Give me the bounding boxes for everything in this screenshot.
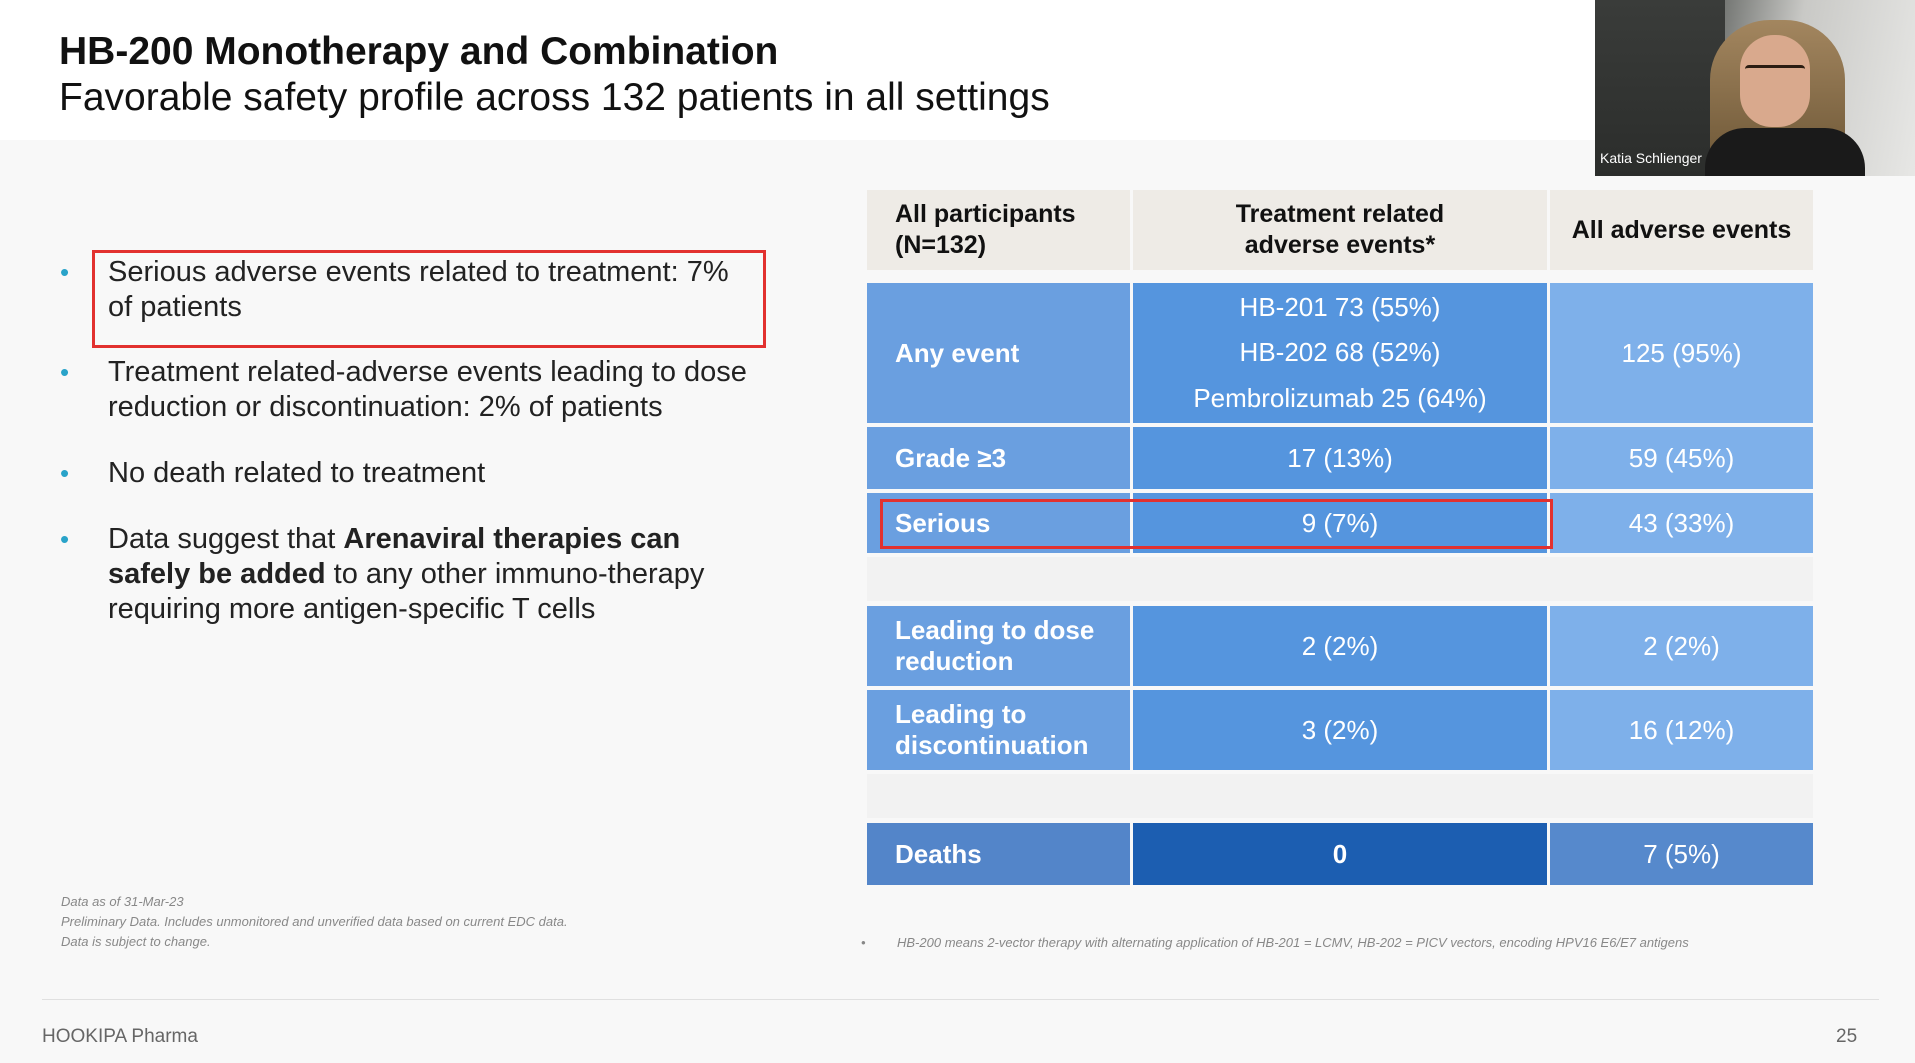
webcam-participant-name: Katia Schlienger (1600, 150, 1702, 166)
slide-subtitle: Favorable safety profile across 132 pati… (59, 76, 1050, 119)
footnote-data-disclaimer: Data as of 31-Mar-23 Preliminary Data. I… (61, 894, 568, 949)
table-row-label-any-event: Any event (867, 283, 1130, 423)
table-cell-deaths-all: 7 (5%) (1550, 823, 1813, 885)
bullet-text-arenaviral-bold: Arenaviral therapies can safely be added (108, 523, 681, 590)
webcam-person-face (1740, 35, 1810, 127)
table-row-label-discontinuation: Leading to discontinuation (867, 690, 1130, 770)
table-gap-row (867, 557, 1813, 601)
table-row-label-deaths: Deaths (867, 823, 1130, 885)
table-cell-discontinuation-all: 16 (12%) (1550, 690, 1813, 770)
footer-divider (42, 999, 1879, 1000)
bullet-text-arenaviral-pre: Data suggest that (108, 523, 344, 555)
bullet-text-arenaviral-post: to any other immuno-therapy requiring mo… (108, 558, 705, 625)
table-header-all-ae: All adverse events (1550, 190, 1813, 270)
webcam-person-body (1705, 128, 1865, 176)
slide-title: HB-200 Monotherapy and Combination (59, 30, 779, 73)
table-row-label-dose-reduction: Leading to dose reduction (867, 606, 1130, 686)
bullet-dot-icon: • (60, 257, 70, 287)
table-cell-dose-reduction-all: 2 (2%) (1550, 606, 1813, 686)
bullet-text-serious: Serious adverse events related to treatm… (108, 256, 729, 323)
table-cell-grade3-all: 59 (45%) (1550, 427, 1813, 489)
table-cell-deaths-trae: 0 (1133, 823, 1547, 885)
table-cell-grade3-trae: 17 (13%) (1133, 427, 1547, 489)
table-row-label-serious: Serious (867, 493, 1130, 553)
table-cell-discontinuation-trae: 3 (2%) (1133, 690, 1547, 770)
bullet-list: • Serious adverse events related to trea… (60, 255, 760, 627)
bullet-item: • Data suggest that Arenaviral therapies… (60, 522, 760, 627)
webcam-video-tile[interactable]: Katia Schlienger (1595, 0, 1915, 176)
table-cell-hb202: HB-202 68 (52%) (1239, 337, 1441, 368)
table-cell-pembrolizumab: Pembrolizumab 25 (64%) (1193, 382, 1487, 413)
bullet-item: • No death related to treatment (60, 456, 760, 491)
footnote-bullet-icon: • (861, 935, 866, 950)
table-cell-any-event-all: 125 (95%) (1550, 283, 1813, 423)
table-gap-row (867, 774, 1813, 818)
bullet-item: • Serious adverse events related to trea… (60, 255, 760, 325)
bullet-text-death: No death related to treatment (108, 457, 486, 489)
table-cell-serious-trae: 9 (7%) (1133, 493, 1547, 553)
bullet-item: • Treatment related-adverse events leadi… (60, 355, 760, 425)
footer-company: HOOKIPA Pharma (42, 1026, 198, 1047)
bullet-dot-icon: • (60, 458, 70, 488)
table-row-label-grade3: Grade ≥3 (867, 427, 1130, 489)
bullet-dot-icon: • (60, 524, 70, 554)
table-header-trae: Treatment related adverse events* (1133, 190, 1547, 270)
footnote-hb200-definition: • HB-200 means 2-vector therapy with alt… (861, 935, 1689, 950)
footer-page-number: 25 (1836, 1026, 1858, 1047)
webcam-background (1595, 0, 1725, 176)
table-header-participants: All participants (N=132) (867, 190, 1130, 270)
webcam-person-glasses (1745, 65, 1805, 80)
table-cell-serious-all: 43 (33%) (1550, 493, 1813, 553)
table-cell-hb201: HB-201 73 (55%) (1239, 292, 1441, 323)
table-cell-dose-reduction-trae: 2 (2%) (1133, 606, 1547, 686)
bullet-text-dose: Treatment related-adverse events leading… (108, 356, 747, 423)
bullet-dot-icon: • (60, 357, 70, 387)
table-cell-any-event-trae: HB-201 73 (55%) HB-202 68 (52%) Pembroli… (1133, 283, 1547, 423)
